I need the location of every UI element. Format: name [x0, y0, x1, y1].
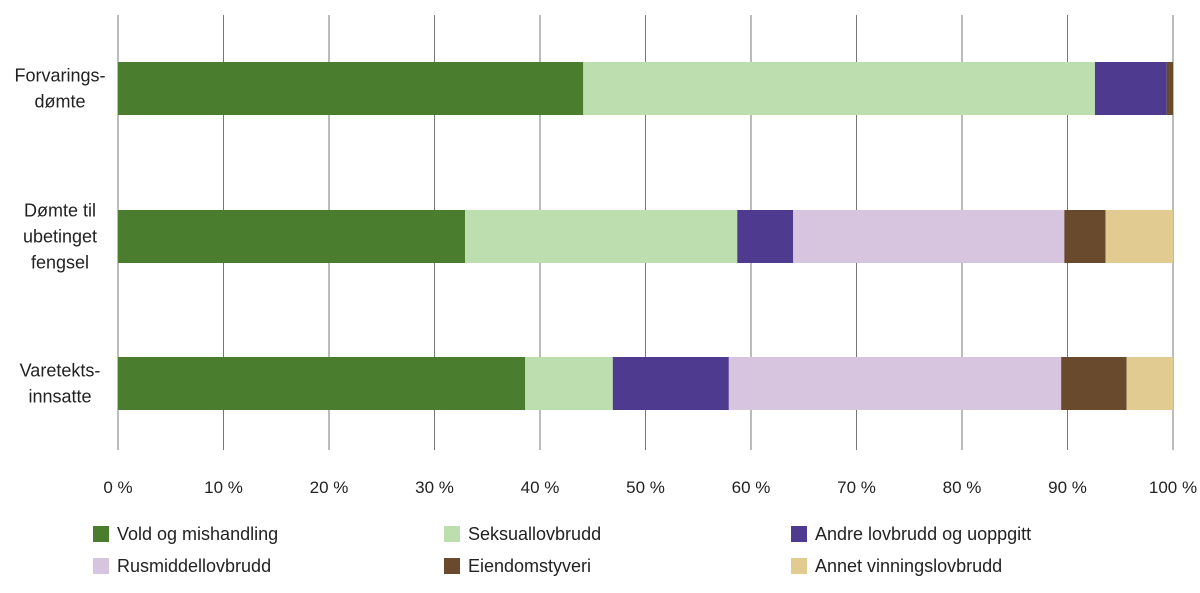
bar-segment — [1064, 210, 1106, 263]
bar-segment — [525, 357, 613, 410]
category-label: Dømte til — [24, 201, 96, 221]
category-label: Varetekts- — [20, 361, 101, 381]
category-label: innsatte — [28, 387, 91, 407]
x-tick-label: 20 % — [310, 478, 349, 497]
x-tick-label: 60 % — [732, 478, 771, 497]
bar-segment — [1126, 357, 1173, 410]
legend-swatch — [93, 526, 109, 542]
x-tick-label: 80 % — [943, 478, 982, 497]
category-label: Forvarings- — [14, 66, 105, 86]
bar-segment — [793, 210, 1065, 263]
bar-segment — [1166, 62, 1173, 115]
legend-label: Andre lovbrudd og uoppgitt — [815, 524, 1031, 544]
bar-segment — [465, 210, 738, 263]
legend-label: Eiendomstyveri — [468, 556, 591, 576]
legend-label: Vold og mishandling — [117, 524, 278, 544]
x-tick-label: 50 % — [626, 478, 665, 497]
x-tick-label: 40 % — [521, 478, 560, 497]
category-label: ubetinget — [23, 227, 97, 247]
legend-swatch — [444, 526, 460, 542]
legend-label: Seksuallovbrudd — [468, 524, 601, 544]
bar-segment — [118, 210, 466, 263]
x-tick-label: 0 % — [103, 478, 132, 497]
category-label: dømte — [34, 92, 85, 112]
bar-segment — [728, 357, 1062, 410]
x-tick-label: 10 % — [204, 478, 243, 497]
bar-segment — [1105, 210, 1173, 263]
x-tick-label: 100 % — [1149, 478, 1197, 497]
bar-segment — [1094, 62, 1167, 115]
bar-segment — [737, 210, 794, 263]
bar-segment — [118, 357, 526, 410]
x-tick-label: 70 % — [837, 478, 876, 497]
legend-swatch — [791, 558, 807, 574]
bar-segment — [1061, 357, 1127, 410]
bar-segment — [583, 62, 1095, 115]
bar-segment — [612, 357, 729, 410]
category-label: fengsel — [31, 253, 89, 273]
legend-swatch — [444, 558, 460, 574]
legend-label: Rusmiddellovbrudd — [117, 556, 271, 576]
bar-segment — [118, 62, 584, 115]
legend-swatch — [791, 526, 807, 542]
x-tick-label: 90 % — [1048, 478, 1087, 497]
legend-label: Annet vinningslovbrudd — [815, 556, 1002, 576]
legend-swatch — [93, 558, 109, 574]
x-tick-label: 30 % — [415, 478, 454, 497]
